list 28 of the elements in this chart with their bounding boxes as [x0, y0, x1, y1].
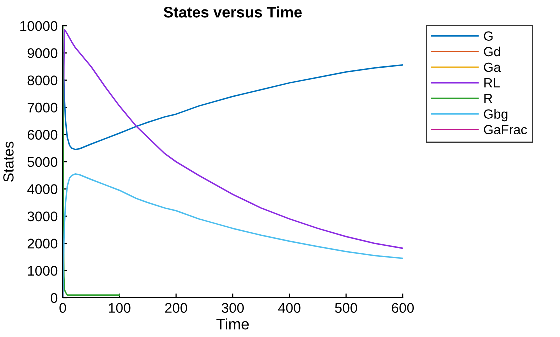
- x-tick-label: 600: [392, 303, 414, 314]
- y-tick-label: 2000: [28, 238, 58, 249]
- x-tick-label: 500: [335, 303, 358, 314]
- y-tick-label: 0: [50, 293, 58, 304]
- legend-label: Gd: [484, 46, 500, 57]
- x-tick-label: 0: [60, 303, 66, 314]
- y-tick-label: 5000: [28, 157, 58, 168]
- y-tick-label: 1000: [28, 266, 58, 276]
- x-tick-label: 300: [222, 303, 244, 314]
- x-tick-label: 400: [278, 303, 301, 314]
- legend-label: RL: [484, 78, 500, 88]
- y-tick-label: 8000: [28, 76, 58, 86]
- x-tick-label: 100: [109, 303, 131, 314]
- y-tick-label: 10000: [20, 21, 58, 32]
- chart-title: States versus Time: [164, 6, 302, 18]
- y-tick-label: 7000: [28, 102, 58, 113]
- y-tick-label: 6000: [28, 130, 58, 140]
- legend-label: R: [484, 94, 492, 104]
- y-axis-title: States: [4, 142, 14, 182]
- legend-label: G: [484, 32, 493, 41]
- x-tick-label: 200: [165, 303, 188, 314]
- legend-label: Ga: [484, 62, 502, 72]
- y-tick-label: 4000: [28, 184, 58, 194]
- y-tick-label: 3000: [28, 212, 58, 222]
- legend-label: Gbg: [484, 109, 508, 122]
- y-tick-label: 9000: [28, 48, 58, 58]
- legend-label: GaFrac: [484, 125, 528, 135]
- x-axis-title: Time: [216, 318, 250, 330]
